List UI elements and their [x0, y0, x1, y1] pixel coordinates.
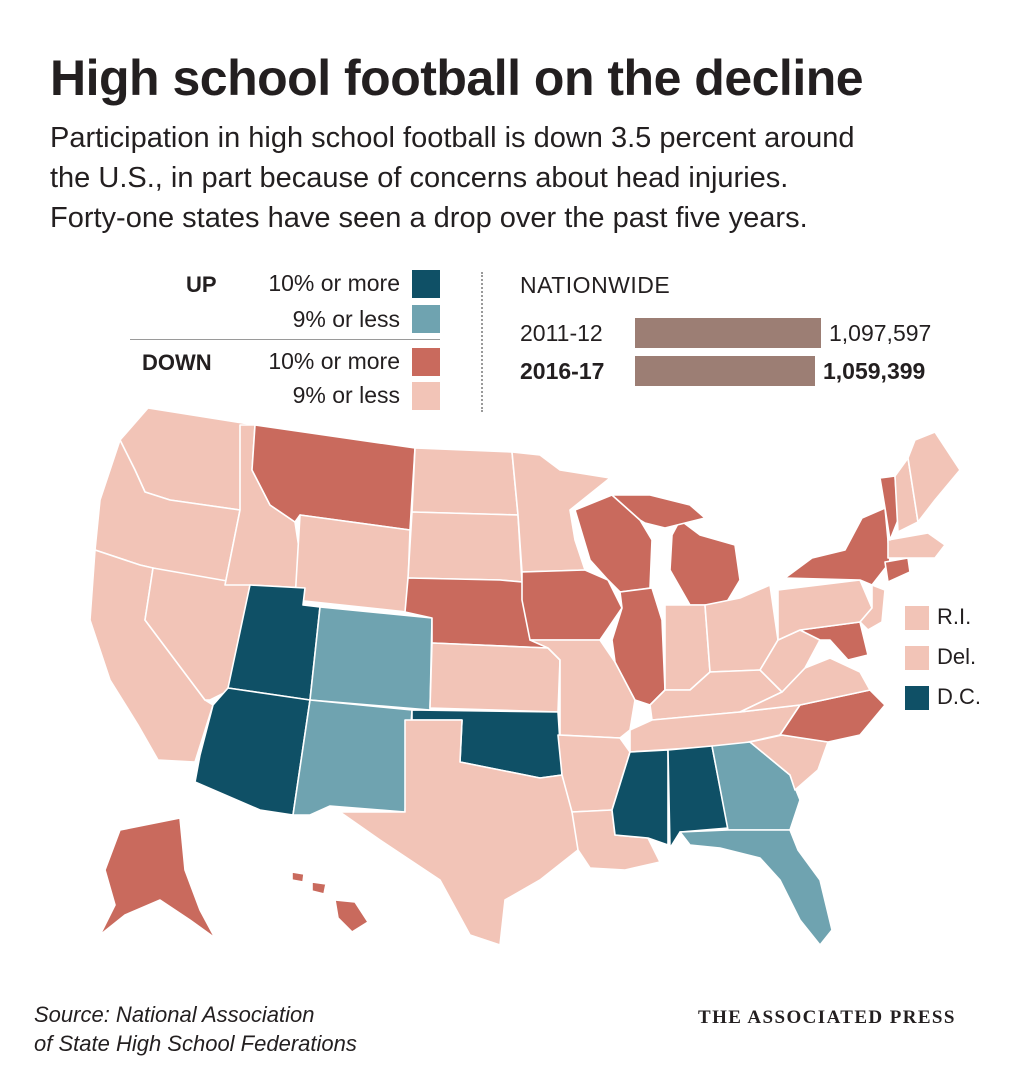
nationwide-value-label: 1,059,399	[823, 358, 926, 384]
small-state-label: R.I.	[937, 604, 972, 629]
small-state-swatch	[905, 686, 929, 710]
legend-down-heading: DOWN	[142, 350, 212, 375]
state-new-mexico	[292, 699, 413, 816]
chart-subtitle: Participation in high school football is…	[50, 118, 1010, 238]
subtitle-line: the U.S., in part because of concerns ab…	[50, 162, 789, 194]
nationwide-value-label: 1,097,597	[829, 320, 932, 346]
legend-item-label: 10% or more	[268, 348, 400, 374]
nationwide-bar	[635, 318, 821, 348]
state-wyoming	[294, 514, 411, 613]
legend-swatch-down-10-or-more	[412, 348, 440, 376]
state-hawaii	[334, 899, 369, 933]
state-hawaii-islands	[291, 871, 327, 895]
state-massachusetts	[887, 532, 946, 559]
state-florida	[679, 829, 833, 946]
nationwide-title: NATIONWIDE	[520, 272, 671, 298]
legend-swatch-down-9-or-less	[412, 382, 440, 410]
state-new-york	[784, 507, 891, 586]
state-new-jersey	[859, 584, 886, 631]
nationwide-chart: NATIONWIDE 2011-12 1,097,597 2016-17 1,0…	[520, 270, 1000, 400]
state-texas	[339, 719, 581, 946]
source-line: of State High School Federations	[34, 1031, 357, 1056]
small-state-callout: Del.	[905, 644, 1020, 674]
state-maine	[907, 431, 961, 523]
state-vermont	[879, 475, 899, 541]
map-legend: UP 10% or more 9% or less DOWN 10% or mo…	[130, 268, 450, 418]
source-note: Source: National Association of State Hi…	[34, 1000, 357, 1058]
state-california	[89, 549, 214, 763]
legend-swatch-up-9-or-less	[412, 305, 440, 333]
state-iowa	[521, 569, 623, 641]
legend-item-label: 10% or more	[268, 270, 400, 296]
legend-item-label: 9% or less	[292, 382, 400, 408]
source-line: Source: National Association	[34, 1002, 315, 1027]
state-north-dakota	[411, 447, 519, 516]
small-state-label: D.C.	[937, 684, 981, 709]
small-state-label: Del.	[937, 644, 977, 669]
state-arizona	[194, 687, 311, 816]
small-state-swatch	[905, 646, 929, 670]
state-missouri	[529, 639, 636, 739]
state-minnesota	[511, 451, 611, 573]
state-alabama	[667, 745, 729, 849]
small-state-callout: R.I.	[905, 604, 1020, 634]
state-connecticut	[884, 557, 911, 583]
small-state-callout: D.C.	[905, 684, 1020, 714]
state-kansas	[429, 642, 561, 713]
chart-title: High school football on the decline	[50, 50, 864, 106]
credit-line: THE ASSOCIATED PRESS	[698, 1007, 956, 1028]
state-michigan	[669, 519, 741, 606]
state-alaska	[99, 817, 216, 939]
state-illinois	[611, 587, 666, 706]
small-state-swatch	[905, 606, 929, 630]
subtitle-line: Participation in high school football is…	[50, 122, 855, 154]
nationwide-year-label: 2011-12	[520, 320, 603, 346]
legend-divider	[130, 339, 440, 340]
state-south-dakota	[407, 511, 523, 583]
legend-swatch-up-10-or-more	[412, 270, 440, 298]
legend-separator	[481, 272, 483, 412]
nationwide-year-label: 2016-17	[520, 358, 605, 384]
state-michigan-up	[611, 494, 706, 529]
state-colorado	[309, 606, 433, 711]
legend-up-heading: UP	[186, 272, 217, 297]
legend-item-label: 9% or less	[292, 306, 400, 332]
nationwide-bar	[635, 356, 815, 386]
subtitle-line: Forty-one states have seen a drop over t…	[50, 202, 808, 234]
